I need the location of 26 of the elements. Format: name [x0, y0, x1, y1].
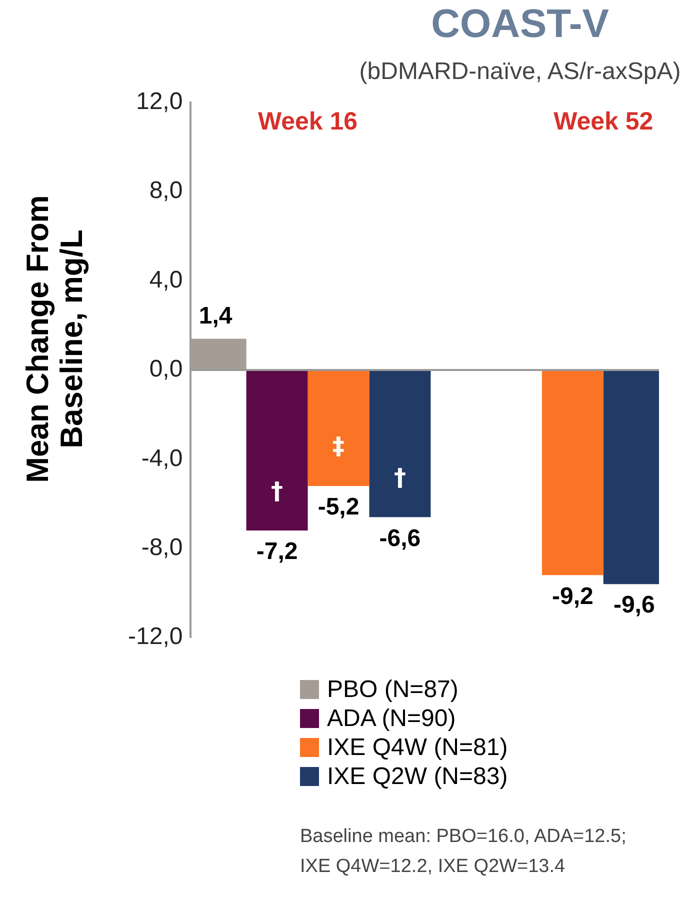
y-tick-label: -8,0	[141, 534, 183, 562]
y-tick-label: 12,0	[136, 88, 183, 116]
data-label: -9,6	[613, 592, 655, 619]
y-tick-label: 0,0	[149, 356, 183, 383]
chart-subtitle: (bDMARD-naïve, AS/r-axSpA)	[358, 58, 682, 86]
annotation: ‡	[332, 432, 345, 460]
chart-title: COAST-V	[430, 2, 610, 47]
annotation: †	[271, 476, 284, 505]
data-label: -6,6	[379, 524, 421, 552]
legend-label: PBO (N=87)	[327, 675, 458, 704]
y-tick-label: 8,0	[149, 177, 183, 204]
annotation: †	[394, 463, 406, 492]
legend-label: IXE Q4W (N=81)	[327, 733, 508, 762]
y-axis-title: Mean Change From Baseline, mg/L	[20, 194, 89, 485]
y-tick-label: -12,0	[128, 623, 183, 650]
data-label: -7,2	[256, 538, 298, 566]
x-tick-label: Week 52	[554, 107, 654, 136]
data-label: -5,2	[318, 494, 360, 521]
legend-label: IXE Q2W (N=83)	[327, 762, 508, 791]
text: Baseline mean: PBO=16.0, ADA=12.5; IXE Q4W=12.2, IXE Q2W=13.4	[300, 825, 628, 879]
data-label: 1,4	[198, 302, 233, 330]
y-tick-label: -4,0	[141, 444, 183, 472]
x-tick-label: Week 16	[258, 107, 358, 136]
y-tick-label: 4,0	[149, 266, 183, 294]
legend-label: ADA (N=90)	[327, 704, 456, 733]
data-label: -9,2	[552, 582, 594, 610]
